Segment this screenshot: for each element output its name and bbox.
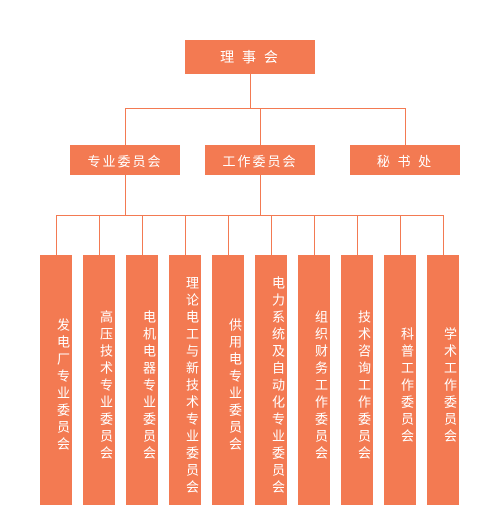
edge bbox=[56, 215, 57, 255]
mid-node: 专业委员会 bbox=[70, 145, 180, 175]
mid-node: 秘 书 处 bbox=[350, 145, 460, 175]
edge bbox=[357, 215, 358, 255]
leaf-node: 组织财务工作委员会 bbox=[298, 255, 330, 505]
edge bbox=[185, 215, 186, 255]
leaf-node: 发电厂专业委员会 bbox=[40, 255, 72, 505]
leaf-node: 电机电器专业委员会 bbox=[126, 255, 158, 505]
edge bbox=[142, 215, 143, 255]
edge bbox=[250, 74, 251, 108]
edge bbox=[260, 108, 261, 145]
edge bbox=[228, 215, 229, 255]
edge bbox=[260, 175, 261, 215]
edge bbox=[125, 108, 405, 109]
leaf-node: 供用电专业委员会 bbox=[212, 255, 244, 505]
edge bbox=[314, 215, 315, 255]
leaf-node: 科普工作委员会 bbox=[384, 255, 416, 505]
edge bbox=[405, 108, 406, 145]
leaf-node: 高压技术专业委员会 bbox=[83, 255, 115, 505]
edge bbox=[260, 215, 443, 216]
leaf-node: 电力系统及自动化专业委员会 bbox=[255, 255, 287, 505]
edge bbox=[56, 215, 271, 216]
root-node: 理 事 会 bbox=[185, 40, 315, 74]
edge bbox=[271, 215, 272, 255]
edge bbox=[125, 175, 126, 215]
edge bbox=[443, 215, 444, 255]
leaf-node: 理论电工与新技术专业委员会 bbox=[169, 255, 201, 505]
edge bbox=[400, 215, 401, 255]
leaf-node: 学术工作委员会 bbox=[427, 255, 459, 505]
edge bbox=[99, 215, 100, 255]
edge bbox=[125, 108, 126, 145]
leaf-node: 技术咨询工作委员会 bbox=[341, 255, 373, 505]
mid-node: 工作委员会 bbox=[205, 145, 315, 175]
org-chart: 理 事 会专业委员会工作委员会 秘 书 处发电厂专业委员会高压技术专业委员会电机电… bbox=[0, 0, 500, 528]
